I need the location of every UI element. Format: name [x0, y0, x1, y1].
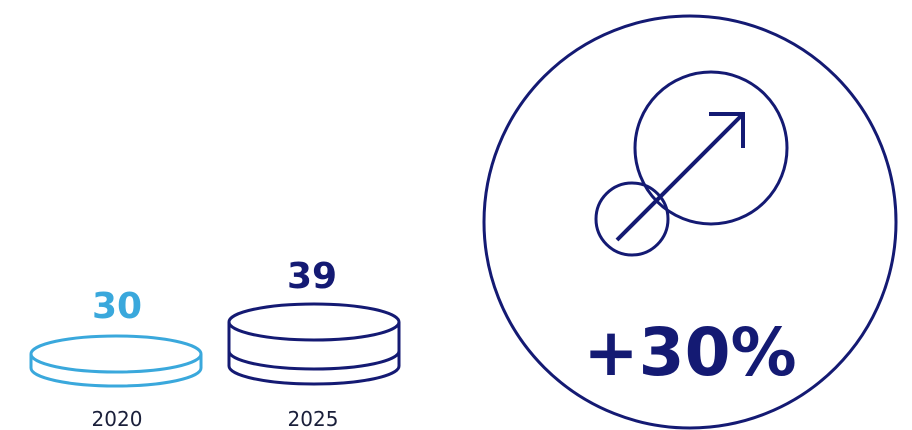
growth-icon-arrow-shaft	[615, 112, 745, 242]
growth-icon-arrow-head	[709, 112, 745, 148]
year-label-2025: 2025	[288, 407, 339, 430]
coin-stack-chart: 30 39 2020 2025	[29, 256, 401, 430]
growth-icon-large-circle	[633, 70, 789, 226]
value-label-2020: 30	[92, 286, 142, 327]
growth-arrow-icon	[594, 70, 789, 257]
growth-icon-small-circle	[594, 181, 670, 257]
coin-stack-2025	[227, 302, 401, 386]
coin-stack-2020	[29, 334, 203, 388]
growth-badge-ring	[482, 14, 898, 430]
coin-stack-2020-top	[29, 334, 203, 374]
year-label-2020: 2020	[92, 407, 143, 430]
value-label-2025: 39	[287, 256, 337, 297]
growth-percent-label: +30%	[583, 314, 796, 391]
coin-stack-2025-top	[227, 302, 401, 342]
growth-badge: +30%	[482, 14, 898, 430]
